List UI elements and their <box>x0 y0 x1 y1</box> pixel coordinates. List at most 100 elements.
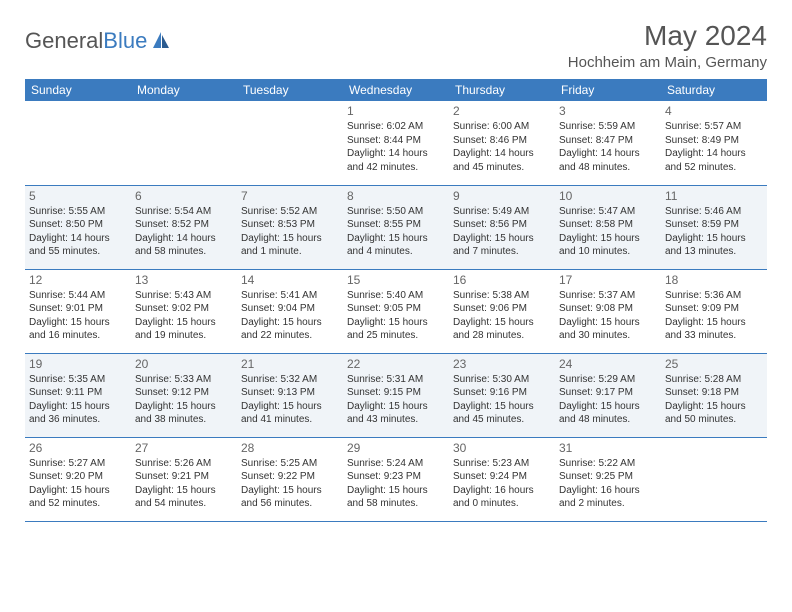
calendar-day-cell: 9Sunrise: 5:49 AMSunset: 8:56 PMDaylight… <box>449 185 555 269</box>
sunrise-line: Sunrise: 5:54 AM <box>135 205 233 219</box>
day-detail: Sunrise: 5:35 AMSunset: 9:11 PMDaylight:… <box>29 373 127 427</box>
day-number: 30 <box>453 441 551 455</box>
weekday-header: Sunday <box>25 79 131 101</box>
daylight-line: Daylight: 15 hours and 25 minutes. <box>347 316 445 343</box>
calendar-day-cell: 27Sunrise: 5:26 AMSunset: 9:21 PMDayligh… <box>131 437 237 521</box>
sunset-line: Sunset: 9:08 PM <box>559 302 657 316</box>
day-number: 15 <box>347 273 445 287</box>
calendar-day-cell: 2Sunrise: 6:00 AMSunset: 8:46 PMDaylight… <box>449 101 555 185</box>
calendar-week-row: 26 Sunrise: 5:27 AMSunset: 9:20 PMDayligh… <box>25 437 767 521</box>
day-number: 17 <box>559 273 657 287</box>
weekday-header: Saturday <box>661 79 767 101</box>
daylight-line: Daylight: 15 hours and 33 minutes. <box>665 316 763 343</box>
day-number: 26 <box>29 441 127 455</box>
calendar-day-cell: 3Sunrise: 5:59 AMSunset: 8:47 PMDaylight… <box>555 101 661 185</box>
day-detail: Sunrise: 5:32 AMSunset: 9:13 PMDaylight:… <box>241 373 339 427</box>
daylight-line: Daylight: 15 hours and 56 minutes. <box>241 484 339 511</box>
day-detail: Sunrise: 5:57 AMSunset: 8:49 PMDaylight:… <box>665 120 763 174</box>
calendar-day-cell: 22Sunrise: 5:31 AMSunset: 9:15 PMDayligh… <box>343 353 449 437</box>
day-detail: Sunrise: 5:36 AMSunset: 9:09 PMDaylight:… <box>665 289 763 343</box>
sunset-line: Sunset: 9:23 PM <box>347 470 445 484</box>
day-detail: Sunrise: 5:55 AMSunset: 8:50 PMDaylight:… <box>29 205 127 259</box>
sunset-line: Sunset: 8:53 PM <box>241 218 339 232</box>
daylight-line: Daylight: 15 hours and 1 minute. <box>241 232 339 259</box>
weekday-header: Wednesday <box>343 79 449 101</box>
calendar-head: SundayMondayTuesdayWednesdayThursdayFrid… <box>25 79 767 101</box>
day-detail: Sunrise: 5:22 AMSunset: 9:25 PMDaylight:… <box>559 457 657 511</box>
calendar-day-cell: 24Sunrise: 5:29 AMSunset: 9:17 PMDayligh… <box>555 353 661 437</box>
sunrise-line: Sunrise: 5:43 AM <box>135 289 233 303</box>
sunrise-line: Sunrise: 5:22 AM <box>559 457 657 471</box>
daylight-line: Daylight: 15 hours and 19 minutes. <box>135 316 233 343</box>
sunrise-line: Sunrise: 5:36 AM <box>665 289 763 303</box>
daylight-line: Daylight: 15 hours and 50 minutes. <box>665 400 763 427</box>
calendar-day-cell: 11 Sunrise: 5:46 AMSunset: 8:59 PMDayligh… <box>661 185 767 269</box>
calendar-day-cell: 14Sunrise: 5:41 AMSunset: 9:04 PMDayligh… <box>237 269 343 353</box>
sunset-line: Sunset: 9:01 PM <box>29 302 127 316</box>
sunset-line: Sunset: 8:44 PM <box>347 134 445 148</box>
day-number: 4 <box>665 104 763 118</box>
calendar-week-row: 1Sunrise: 6:02 AMSunset: 8:44 PMDaylight… <box>25 101 767 185</box>
daylight-line: Daylight: 16 hours and 2 minutes. <box>559 484 657 511</box>
calendar-day-cell: 20Sunrise: 5:33 AMSunset: 9:12 PMDayligh… <box>131 353 237 437</box>
calendar-day-cell: 23Sunrise: 5:30 AMSunset: 9:16 PMDayligh… <box>449 353 555 437</box>
daylight-line: Daylight: 15 hours and 52 minutes. <box>29 484 127 511</box>
calendar-day-cell <box>661 437 767 521</box>
day-detail: Sunrise: 6:02 AMSunset: 8:44 PMDaylight:… <box>347 120 445 174</box>
day-detail: Sunrise: 5:46 AMSunset: 8:59 PMDaylight:… <box>665 205 763 259</box>
day-number: 23 <box>453 357 551 371</box>
calendar-day-cell: 7 Sunrise: 5:52 AMSunset: 8:53 PMDaylight… <box>237 185 343 269</box>
sunrise-line: Sunrise: 5:49 AM <box>453 205 551 219</box>
day-detail: Sunrise: 5:31 AMSunset: 9:15 PMDaylight:… <box>347 373 445 427</box>
sunset-line: Sunset: 9:18 PM <box>665 386 763 400</box>
sunset-line: Sunset: 9:16 PM <box>453 386 551 400</box>
sunrise-line: Sunrise: 5:27 AM <box>29 457 127 471</box>
sunset-line: Sunset: 9:09 PM <box>665 302 763 316</box>
day-detail: Sunrise: 5:24 AMSunset: 9:23 PMDaylight:… <box>347 457 445 511</box>
day-detail: Sunrise: 5:41 AMSunset: 9:04 PMDaylight:… <box>241 289 339 343</box>
sunset-line: Sunset: 8:50 PM <box>29 218 127 232</box>
title-block: May 2024 Hochheim am Main, Germany <box>568 20 767 71</box>
sunrise-line: Sunrise: 5:59 AM <box>559 120 657 134</box>
day-number: 20 <box>135 357 233 371</box>
calendar-day-cell <box>237 101 343 185</box>
day-number: 18 <box>665 273 763 287</box>
day-detail: Sunrise: 6:00 AMSunset: 8:46 PMDaylight:… <box>453 120 551 174</box>
sunset-line: Sunset: 8:49 PM <box>665 134 763 148</box>
sunrise-line: Sunrise: 5:41 AM <box>241 289 339 303</box>
calendar-week-row: 5Sunrise: 5:55 AMSunset: 8:50 PMDaylight… <box>25 185 767 269</box>
sunrise-line: Sunrise: 5:52 AM <box>241 205 339 219</box>
day-detail: Sunrise: 5:27 AMSunset: 9:20 PMDaylight:… <box>29 457 127 511</box>
calendar-day-cell: 18 Sunrise: 5:36 AMSunset: 9:09 PMDayligh… <box>661 269 767 353</box>
daylight-line: Daylight: 15 hours and 58 minutes. <box>347 484 445 511</box>
sunrise-line: Sunrise: 5:32 AM <box>241 373 339 387</box>
daylight-line: Daylight: 15 hours and 45 minutes. <box>453 400 551 427</box>
daylight-line: Daylight: 15 hours and 7 minutes. <box>453 232 551 259</box>
day-number: 3 <box>559 104 657 118</box>
daylight-line: Daylight: 14 hours and 55 minutes. <box>29 232 127 259</box>
day-number: 7 <box>241 189 339 203</box>
day-number: 31 <box>559 441 657 455</box>
sunrise-line: Sunrise: 5:44 AM <box>29 289 127 303</box>
sunset-line: Sunset: 9:05 PM <box>347 302 445 316</box>
calendar-day-cell: 16Sunrise: 5:38 AMSunset: 9:06 PMDayligh… <box>449 269 555 353</box>
day-detail: Sunrise: 5:43 AMSunset: 9:02 PMDaylight:… <box>135 289 233 343</box>
calendar-day-cell: 5Sunrise: 5:55 AMSunset: 8:50 PMDaylight… <box>25 185 131 269</box>
calendar-day-cell: 17Sunrise: 5:37 AMSunset: 9:08 PMDayligh… <box>555 269 661 353</box>
daylight-line: Daylight: 15 hours and 36 minutes. <box>29 400 127 427</box>
day-number: 10 <box>559 189 657 203</box>
sunrise-line: Sunrise: 5:35 AM <box>29 373 127 387</box>
daylight-line: Daylight: 15 hours and 41 minutes. <box>241 400 339 427</box>
day-detail: Sunrise: 5:50 AMSunset: 8:55 PMDaylight:… <box>347 205 445 259</box>
day-detail: Sunrise: 5:52 AMSunset: 8:53 PMDaylight:… <box>241 205 339 259</box>
calendar-day-cell: 29Sunrise: 5:24 AMSunset: 9:23 PMDayligh… <box>343 437 449 521</box>
day-detail: Sunrise: 5:29 AMSunset: 9:17 PMDaylight:… <box>559 373 657 427</box>
daylight-line: Daylight: 14 hours and 52 minutes. <box>665 147 763 174</box>
sunrise-line: Sunrise: 6:02 AM <box>347 120 445 134</box>
calendar-day-cell: 26 Sunrise: 5:27 AMSunset: 9:20 PMDayligh… <box>25 437 131 521</box>
calendar-week-row: 19Sunrise: 5:35 AMSunset: 9:11 PMDayligh… <box>25 353 767 437</box>
sunrise-line: Sunrise: 5:50 AM <box>347 205 445 219</box>
day-detail: Sunrise: 5:54 AMSunset: 8:52 PMDaylight:… <box>135 205 233 259</box>
day-number: 11 <box>665 189 763 203</box>
day-number: 9 <box>453 189 551 203</box>
